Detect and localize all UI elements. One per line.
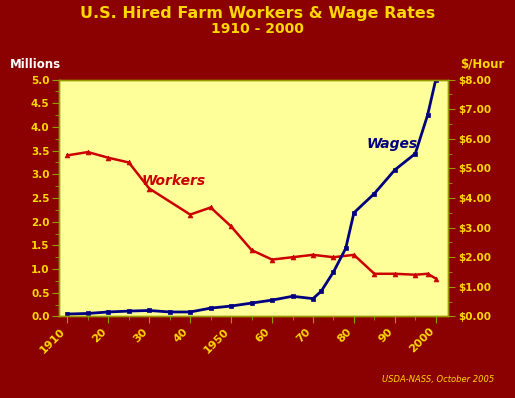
Text: U.S. Hired Farm Workers & Wage Rates: U.S. Hired Farm Workers & Wage Rates	[80, 6, 435, 21]
Text: Millions: Millions	[10, 58, 61, 71]
Text: USDA-NASS, October 2005: USDA-NASS, October 2005	[382, 375, 494, 384]
Text: 1910 - 2000: 1910 - 2000	[211, 22, 304, 36]
Text: Wages: Wages	[366, 137, 417, 151]
Text: Workers: Workers	[141, 174, 205, 188]
Text: $/Hour: $/Hour	[460, 58, 505, 71]
